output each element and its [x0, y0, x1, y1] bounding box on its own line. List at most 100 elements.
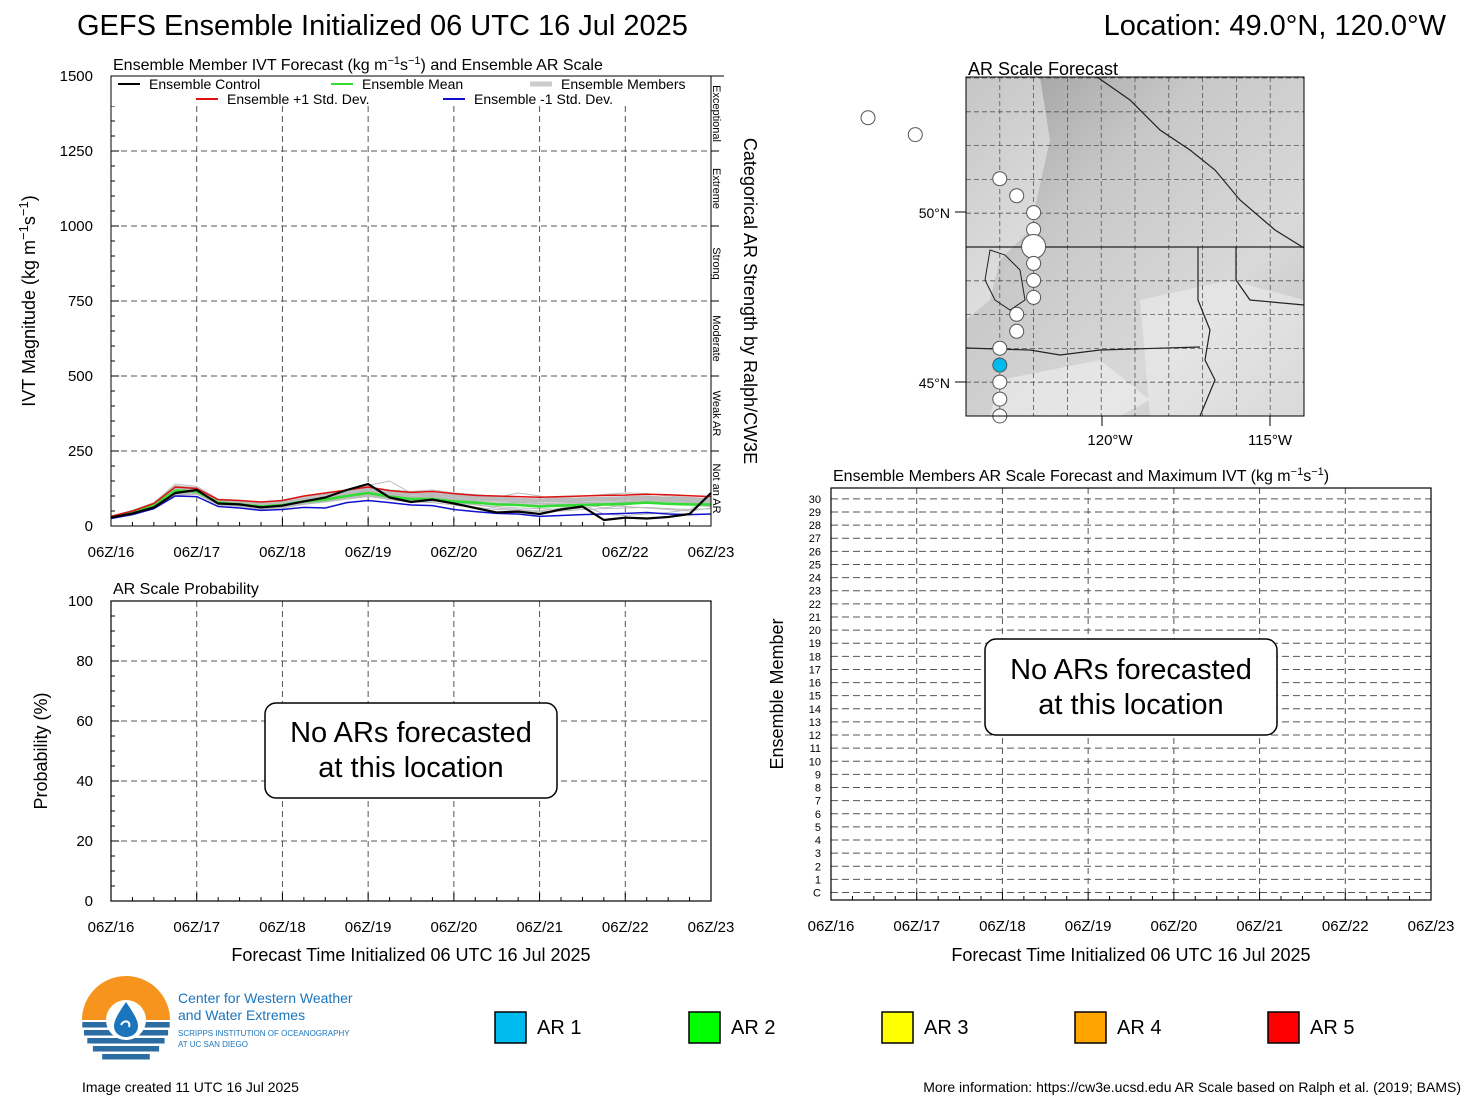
map-coast-area: [966, 77, 1050, 320]
member-tick-label: 19: [809, 638, 821, 650]
x-tick-label: 06Z/19: [1065, 918, 1112, 935]
prob-chart: 0 20 40 60 80 100 06Z/16 06Z/17 06Z/18 06Z/19 06Z/…: [31, 581, 734, 965]
no-ar-message-line1: No ARs forecasted: [290, 717, 532, 749]
map-point: [1026, 255, 1042, 271]
member-tick-label: 23: [809, 586, 821, 598]
series-line: [110, 486, 712, 518]
member-tick-label: 25: [809, 559, 821, 571]
map-chart: AR Scale Forecast 50°N 45°N 120°W 115°W: [860, 59, 1305, 449]
no-ar-box: [264, 702, 558, 799]
puget-sound: [984, 249, 1026, 311]
no-ar-message-line2: at this location: [1038, 689, 1223, 721]
members-xlabel: Forecast Time Initialized 06 UTC 16 Jul …: [951, 945, 1310, 965]
logo-line1: Center for Western Weather: [178, 990, 353, 1006]
x-tick-label: 06Z/19: [345, 919, 392, 936]
legend-label: Ensemble Control: [149, 76, 260, 92]
x-tick-label: 06Z/22: [602, 544, 649, 561]
ar-legend-label: AR 4: [1117, 1017, 1161, 1039]
lon-label: 115°W: [1248, 432, 1293, 449]
border-idaho: [1197, 247, 1216, 417]
member-tick-label: 21: [809, 612, 821, 624]
map-point: [992, 391, 1008, 407]
y-tick-label: 80: [76, 653, 93, 670]
x-tick-label: 06Z/19: [345, 544, 392, 561]
member-tick-label: C: [813, 888, 821, 900]
lon-label: 120°W: [1087, 432, 1133, 449]
x-tick-label: 06Z/20: [431, 919, 478, 936]
member-tick-label: 22: [809, 599, 821, 611]
legend-label: Ensemble +1 Std. Dev.: [227, 91, 370, 107]
member-tick-label: 7: [815, 796, 821, 808]
member-tick-label: 10: [809, 756, 821, 768]
member-tick-label: 11: [810, 743, 821, 755]
x-tick-label: 06Z/23: [688, 544, 735, 561]
ar-legend-label: AR 5: [1310, 1017, 1354, 1039]
header-title: GEFS Ensemble Initialized 06 UTC 16 Jul …: [77, 10, 688, 42]
map-point: [1021, 234, 1047, 259]
prob-xlabel: Forecast Time Initialized 06 UTC 16 Jul …: [231, 945, 590, 965]
x-tick-label: 06Z/18: [259, 919, 306, 936]
member-tick-label: 8: [815, 783, 821, 795]
member-tick-label: 29: [809, 507, 821, 519]
y-tick-label: 0: [85, 893, 93, 910]
x-tick-label: 06Z/23: [688, 919, 735, 936]
x-tick-label: 06Z/16: [88, 919, 135, 936]
category-label: Extreme: [710, 168, 722, 209]
prob-title: AR Scale Probability: [113, 581, 259, 598]
x-tick-label: 06Z/20: [1151, 918, 1198, 935]
map-title: AR Scale Forecast: [968, 59, 1118, 79]
x-tick-label: 06Z/17: [893, 918, 940, 935]
member-tick-label: 16: [809, 678, 821, 690]
x-tick-label: 06Z/16: [808, 918, 855, 935]
members-ylabel: Ensemble Member: [767, 618, 787, 769]
ar-legend-label: AR 1: [537, 1017, 581, 1039]
x-tick-label: 06Z/21: [1236, 918, 1283, 935]
ar-legend-label: AR 3: [924, 1017, 968, 1039]
y-tick-label: 750: [68, 293, 93, 310]
members-title: Ensemble Members AR Scale Forecast and M…: [833, 466, 1329, 485]
category-label: Moderate: [710, 315, 722, 361]
member-tick-label: 26: [809, 546, 821, 558]
map-frame: [965, 76, 1305, 417]
map-point: [907, 127, 923, 143]
prob-ylabel: Probability (%): [31, 692, 51, 809]
ar-legend-swatch: [881, 1011, 914, 1044]
x-tick-label: 06Z/18: [979, 918, 1026, 935]
x-tick-label: 06Z/17: [173, 919, 220, 936]
border-bc-alberta: [1096, 76, 1305, 249]
category-label: Not an AR: [710, 463, 722, 513]
member-tick-label: 2: [815, 861, 821, 873]
member-tick-label: 27: [809, 533, 821, 545]
member-tick-label: 24: [809, 573, 821, 585]
ivt-title: Ensemble Member IVT Forecast (kg m−1s−1)…: [113, 55, 603, 74]
map-point: [992, 374, 1008, 390]
member-tick-label: 13: [809, 717, 821, 729]
logo-drop-swirl: [120, 1020, 131, 1028]
x-tick-label: 06Z/17: [173, 544, 220, 561]
legend-label: Ensemble -1 Std. Dev.: [474, 91, 613, 107]
category-axis-title: Categorical AR Strength by Ralph/CW3E: [740, 138, 760, 464]
map-point: [1026, 289, 1042, 305]
member-tick-label: 28: [809, 520, 821, 532]
map-point: [1009, 188, 1025, 204]
logo-line3: SCRIPPS INSTITUTION OF OCEANOGRAPHY: [178, 1029, 350, 1038]
y-tick-label: 1250: [60, 143, 93, 160]
logo-wave: [92, 1046, 160, 1052]
map-point: [992, 340, 1008, 356]
x-tick-label: 06Z/22: [1322, 918, 1369, 935]
legend-label: Ensemble Members: [561, 76, 686, 92]
member-tick-label: 5: [815, 822, 821, 834]
map-point: [1026, 272, 1042, 288]
member-tick-label: 9: [815, 769, 821, 781]
member-tick-label: 18: [809, 651, 821, 663]
member-tick-label: 12: [809, 730, 821, 742]
ar-legend-label: AR 2: [731, 1017, 775, 1039]
x-tick-label: 06Z/23: [1408, 918, 1455, 935]
footer-more-info: More information: https://cw3e.ucsd.edu …: [923, 1079, 1461, 1095]
logo-wave: [87, 1038, 165, 1044]
members-chart: C123456789101112131415161718192021222324…: [767, 466, 1454, 965]
member-tick-label: 3: [815, 848, 821, 860]
